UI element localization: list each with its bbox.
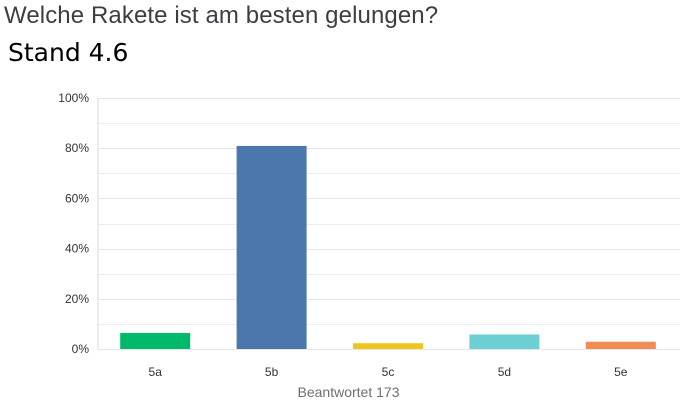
x-tick-label: 5d [498, 365, 511, 379]
bars [120, 145, 656, 349]
chart-title: Welche Rakete ist am besten gelungen? [4, 2, 439, 29]
gridlines [98, 98, 680, 350]
y-tick-label: 20% [65, 292, 89, 306]
bar-5a [120, 332, 191, 349]
x-tick-label: 5b [265, 365, 279, 379]
x-tick-label: 5a [149, 365, 163, 379]
y-tick-label: 80% [65, 141, 89, 155]
x-tick-label: 5c [382, 365, 395, 379]
chart-subtitle: Stand 4.6 [8, 38, 129, 67]
y-tick-label: 40% [65, 242, 89, 256]
y-tick-label: 60% [65, 191, 89, 205]
bar-5b [236, 145, 307, 349]
x-tick-labels: 5a 5b 5c 5d 5e [149, 365, 628, 379]
answered-count: Beantwortet 173 [297, 384, 400, 400]
x-tick-label: 5e [614, 365, 628, 379]
y-tick-labels: 0% 20% 40% 60% 80% 100% [58, 91, 89, 356]
bar-5d [469, 334, 540, 349]
bar-5c [353, 343, 423, 349]
bar-5e [585, 341, 656, 349]
y-tick-label: 0% [72, 342, 90, 356]
y-tick-label: 100% [58, 91, 89, 105]
